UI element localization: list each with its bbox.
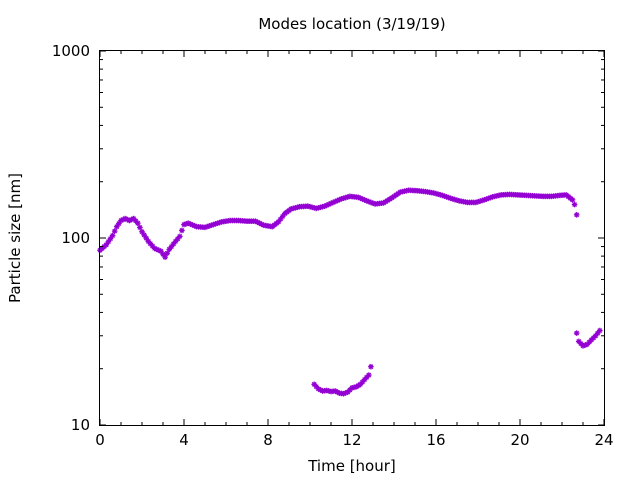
data-points [97,187,603,397]
x-tick-label: 12 [342,431,361,449]
y-tick-label: 1000 [52,42,90,60]
x-tick-label: 0 [95,431,105,449]
x-axis-label: Time [hour] [307,457,396,475]
data-point [571,201,578,208]
y-axis-label: Particle size [nm] [6,173,24,303]
data-point [573,330,580,336]
data-point [179,227,185,234]
data-point [137,224,143,231]
data-point [366,372,372,378]
x-tick-label: 8 [263,431,273,449]
data-point [368,363,374,370]
chart-title: Modes location (3/19/19) [258,15,445,33]
data-point [569,197,576,203]
data-point [135,220,141,226]
x-tick-label: 16 [426,431,445,449]
x-tick-label: 20 [510,431,529,449]
y-tick-label: 100 [61,229,90,247]
plot-frame [99,50,605,426]
y-tick-label: 10 [71,416,90,434]
data-point [573,212,580,218]
data-point [164,250,170,257]
data-point [597,327,603,334]
data-point [162,254,168,260]
data-point [105,238,112,245]
data-point [109,232,116,239]
x-tick-label: 24 [594,431,613,449]
data-point [177,233,183,240]
x-tick-label: 4 [179,431,189,449]
axis-ticks: 0 4 8 12 16 20 24 10 100 1000 [52,42,614,449]
data-point [111,228,118,234]
data-point [439,192,446,199]
